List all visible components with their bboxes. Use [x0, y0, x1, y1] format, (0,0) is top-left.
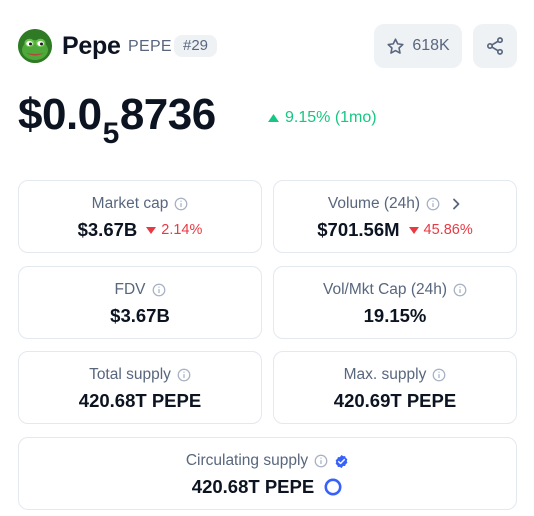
circulating-supply-card: Circulating supply 420.68T PEPE	[18, 437, 517, 510]
volume-change-value: 45.86%	[423, 222, 473, 238]
total-supply-label: Total supply	[89, 366, 171, 383]
total-supply-value: 420.68T PEPE	[78, 390, 202, 411]
market-cap-card: Market cap $3.67B 2.14%	[18, 180, 262, 253]
price-change: 9.15% (1mo)	[268, 109, 377, 127]
circulating-supply-label: Circulating supply	[185, 452, 309, 469]
coin-name: Pepe	[62, 32, 121, 60]
fdv-label: FDV	[114, 281, 146, 298]
caret-down-icon	[408, 226, 419, 234]
info-icon[interactable]	[453, 283, 467, 297]
price-prefix: $0.0	[18, 90, 102, 139]
current-price: $0.058736	[18, 90, 216, 150]
market-cap-label: Market cap	[91, 195, 169, 212]
volume-change: 45.86%	[408, 222, 473, 238]
supply-progress-ring-icon[interactable]	[323, 477, 343, 497]
share-button[interactable]	[473, 24, 517, 68]
fdv-card: FDV $3.67B	[18, 266, 262, 339]
vol-mkt-cap-label: Vol/Mkt Cap (24h)	[322, 281, 448, 298]
max-supply-label: Max. supply	[343, 366, 427, 383]
info-icon[interactable]	[174, 197, 188, 211]
fdv-value: $3.67B	[110, 305, 170, 326]
vol-mkt-cap-value: 19.15%	[363, 305, 427, 326]
chevron-right-icon[interactable]	[450, 197, 462, 211]
verified-badge-icon	[335, 454, 348, 468]
watchlist-count: 618K	[412, 37, 450, 54]
max-supply-value: 420.69T PEPE	[333, 390, 457, 411]
caret-up-icon	[268, 114, 279, 122]
volume-label: Volume (24h)	[327, 195, 421, 212]
total-supply-card: Total supply 420.68T PEPE	[18, 351, 262, 424]
info-icon[interactable]	[426, 197, 440, 211]
coin-symbol: PEPE	[128, 38, 172, 55]
price-row: $0.058736 9.15% (1mo)	[17, 86, 517, 150]
watchlist-button[interactable]: 618K	[374, 24, 462, 68]
info-icon[interactable]	[177, 368, 191, 382]
volume-value: $701.56M	[317, 219, 400, 240]
vol-mkt-cap-card: Vol/Mkt Cap (24h) 19.15%	[273, 266, 517, 339]
max-supply-card: Max. supply 420.69T PEPE	[273, 351, 517, 424]
info-icon[interactable]	[314, 454, 328, 468]
pepe-logo-icon	[18, 29, 52, 63]
rank-badge: #29	[174, 35, 218, 57]
volume-card[interactable]: Volume (24h) $701.56M 45.86%	[273, 180, 517, 253]
price-zero-count: 5	[102, 117, 120, 150]
price-change-value: 9.15% (1mo)	[285, 109, 377, 126]
info-icon[interactable]	[432, 368, 446, 382]
caret-down-icon	[146, 226, 157, 234]
market-cap-change-value: 2.14%	[161, 222, 203, 238]
star-icon	[387, 37, 404, 54]
market-cap-change: 2.14%	[146, 222, 202, 238]
info-icon[interactable]	[152, 283, 166, 297]
market-cap-value: $3.67B	[77, 219, 138, 240]
price-digits: 8736	[119, 90, 216, 139]
circulating-supply-value: 420.68T PEPE	[191, 476, 315, 497]
coin-header: Pepe PEPE #29 618K	[17, 24, 517, 68]
share-icon	[487, 37, 503, 55]
